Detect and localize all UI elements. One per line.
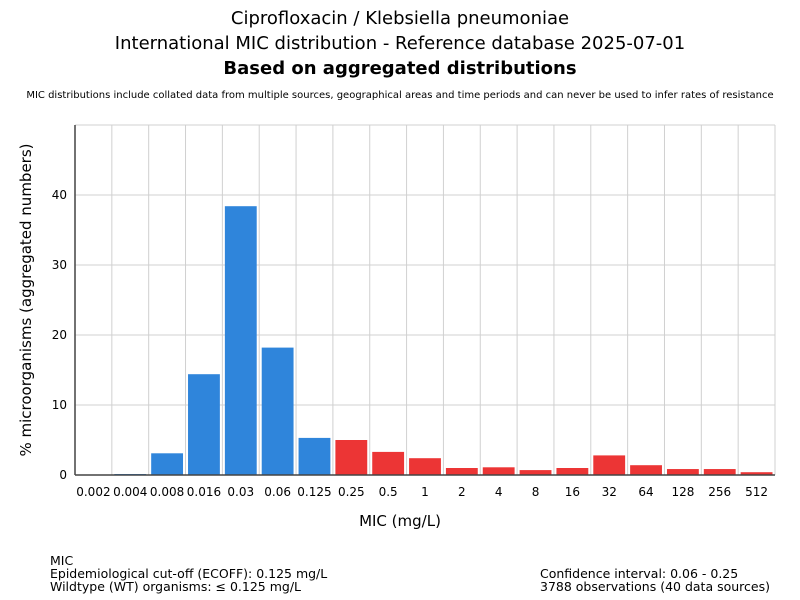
bar-0.03	[224, 206, 257, 475]
y-tick-label: 0	[59, 468, 67, 482]
footer-ecoff: Epidemiological cut-off (ECOFF): 0.125 m…	[50, 566, 328, 581]
x-axis-label: MIC (mg/L)	[359, 512, 441, 530]
bar-0.016	[188, 374, 220, 475]
x-tick-label: 0.06	[264, 485, 291, 499]
x-tick-label: 128	[671, 485, 694, 499]
x-tick-label: 16	[565, 485, 580, 499]
chart-title-line3: Based on aggregated distributions	[223, 58, 577, 79]
x-tick-label: 32	[602, 485, 617, 499]
bar-32	[593, 455, 626, 475]
x-tick-label: 2	[458, 485, 466, 499]
bar-64	[630, 465, 662, 475]
y-tick-label: 40	[52, 188, 67, 202]
bar-0.008	[151, 453, 184, 475]
y-tick-label: 30	[52, 258, 67, 272]
x-tick-label: 256	[708, 485, 731, 499]
x-tick-label: 512	[745, 485, 768, 499]
x-tick-label: 1	[421, 485, 429, 499]
y-tick-label: 10	[52, 398, 67, 412]
x-tick-label: 64	[638, 485, 653, 499]
bar-0.06	[261, 347, 294, 475]
bar-512	[740, 472, 773, 475]
footer-right: Confidence interval: 0.06 - 0.25 3788 ob…	[540, 567, 770, 593]
bar-0.125	[298, 437, 331, 475]
x-tick-label: 0.016	[187, 485, 221, 499]
footer-mic-label: MIC	[50, 553, 74, 568]
footer-wildtype: Wildtype (WT) organisms: ≤ 0.125 mg/L	[50, 579, 302, 594]
y-axis-label: % microorganisms (aggregated numbers)	[17, 143, 35, 456]
x-tick-label: 0.008	[150, 485, 184, 499]
x-tick-label: 0.5	[379, 485, 398, 499]
footer-left: MIC Epidemiological cut-off (ECOFF): 0.1…	[50, 554, 327, 593]
chart-title-line2: International MIC distribution - Referen…	[114, 33, 686, 54]
chart-title: Ciprofloxacin / Klebsiella pneumoniae	[230, 8, 570, 29]
bar-4	[482, 467, 515, 475]
bar-0.5	[372, 451, 405, 475]
bar-1	[409, 458, 441, 475]
x-tick-label: 0.125	[297, 485, 331, 499]
x-tick-label: 0.004	[113, 485, 147, 499]
bar-2	[445, 468, 478, 475]
x-tick-label: 0.25	[338, 485, 365, 499]
x-tick-label: 4	[495, 485, 503, 499]
bar-0.25	[335, 440, 368, 475]
footer-confidence-interval: Confidence interval: 0.06 - 0.25	[540, 566, 739, 581]
x-tick-label: 8	[532, 485, 540, 499]
y-tick-label: 20	[52, 328, 67, 342]
chart-subtitle: MIC distributions include collated data …	[26, 90, 774, 101]
bar-128	[666, 469, 699, 475]
bar-16	[556, 468, 589, 475]
bar-8	[519, 470, 552, 475]
x-tick-label: 0.03	[227, 485, 254, 499]
bar-256	[703, 469, 736, 475]
x-tick-label: 0.002	[76, 485, 110, 499]
footer-observations: 3788 observations (40 data sources)	[540, 579, 770, 594]
